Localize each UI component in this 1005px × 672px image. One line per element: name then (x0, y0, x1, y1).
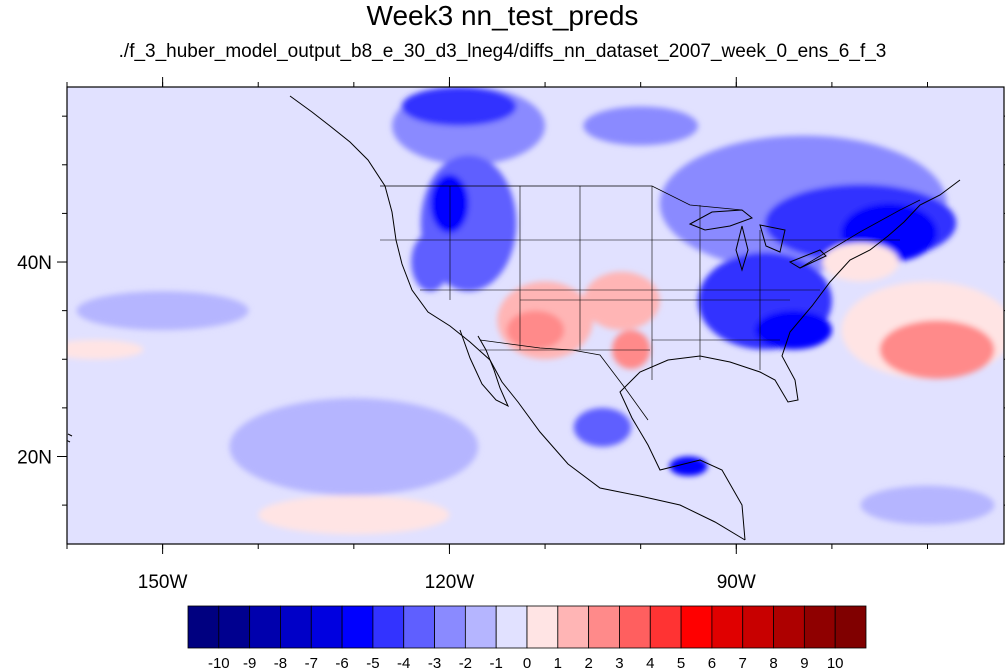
anomaly-region-pos-22 (611, 330, 651, 369)
colorbar-label: 6 (708, 655, 716, 672)
colorbar-swatch (187, 605, 220, 649)
colorbar-swatch (619, 605, 651, 649)
anomaly-region-pos-24 (258, 495, 450, 535)
lake-erie (788, 249, 827, 269)
lon-tick-label: 150W (138, 572, 188, 593)
gulf-atlantic-coastline (619, 179, 961, 541)
colorbar-swatch (341, 605, 374, 649)
colorbar-swatch (680, 605, 713, 649)
anomaly-region-neg-13 (229, 398, 479, 496)
colorbar-swatch (280, 605, 312, 649)
colorbar-swatch (403, 605, 435, 649)
colorbar-label: 1 (554, 655, 562, 672)
anomaly-region-pos-23 (67, 339, 144, 360)
anomaly-region-neg-5 (583, 106, 699, 146)
lat-tick-label: 40N (17, 253, 52, 274)
us-mexico-border (479, 339, 649, 421)
colorbar-label: 9 (800, 655, 808, 672)
anomaly-region-neg-3 (430, 174, 469, 233)
colorbar-swatch (742, 605, 774, 649)
map-title: Week3 nn_test_preds (366, 0, 639, 31)
colorbar-swatch (464, 605, 497, 649)
colorbar-label: 0 (523, 655, 531, 672)
us-canada-border (380, 185, 921, 269)
colorbar-label: 4 (646, 655, 654, 672)
coastlines (67, 95, 961, 541)
lon-tick-label: 90W (717, 572, 756, 593)
anomaly-region-neg-14 (76, 291, 249, 331)
colorbar-label: 3 (615, 655, 623, 672)
colorbar-swatch (310, 605, 343, 649)
baja-california-coast (459, 329, 510, 408)
colorbar-swatch (249, 605, 281, 649)
colorbar-label: -10 (208, 655, 230, 672)
colorbar-label: -2 (459, 655, 472, 672)
anomaly-region-pos-17 (879, 320, 995, 379)
colorbar-label: 10 (827, 655, 844, 672)
colorbar-swatch (372, 605, 405, 649)
anomaly-region-pos-20 (506, 310, 565, 350)
anomaly-region-neg-15 (860, 485, 995, 525)
colorbar-swatch (803, 605, 836, 649)
us-state-lines (380, 186, 900, 380)
colorbar-label: 2 (584, 655, 592, 672)
colorbar-label: -9 (243, 655, 256, 672)
map-frame (66, 86, 1005, 545)
political-borders (380, 185, 921, 421)
colorbar-swatch (218, 605, 251, 649)
colorbar-swatch (711, 605, 744, 649)
colorbar-label: 5 (677, 655, 685, 672)
anomaly-region-pos-18 (822, 242, 899, 282)
lake-michigan (735, 225, 749, 272)
lake-huron (759, 224, 786, 253)
anomaly-field (67, 87, 1004, 535)
pacific-coastline (289, 95, 746, 541)
anomaly-region-pos-21 (583, 271, 660, 331)
colorbar-label: -4 (397, 655, 410, 672)
axis-tick-labels: 150W 120W 90W 40N 20N (17, 253, 756, 593)
colorbar-swatch (495, 605, 528, 649)
colorbar-swatch (649, 605, 682, 649)
anomaly-region-neg-11 (573, 407, 632, 447)
colorbar-label: -7 (305, 655, 318, 672)
colorbar-label: -6 (335, 655, 348, 672)
colorbar-label: -3 (428, 655, 441, 672)
anomaly-region-neg-10 (755, 310, 832, 350)
colorbar-swatch (434, 605, 466, 649)
anomaly-region-neg-12 (669, 456, 708, 476)
colorbar-swatch (834, 605, 867, 649)
colorbar-label: -8 (274, 655, 287, 672)
map-subtitle: ./f_3_huber_model_output_b8_e_30_d3_lneg… (118, 41, 887, 62)
lat-tick-label: 20N (17, 447, 52, 468)
colorbar-label: -5 (366, 655, 379, 672)
colorbar: -10 -9 -8 -7 -6 -5 -4 -3 -2 -1 0 1 2 3 4 5 6 7 8 9 10 (187, 605, 867, 672)
colorbar-label: 7 (739, 655, 747, 672)
map-plot-area (67, 87, 1004, 544)
colorbar-swatch (588, 605, 620, 649)
lon-tick-label: 120W (425, 572, 475, 593)
lake-superior (688, 209, 754, 231)
hawaii-islands (67, 433, 73, 443)
anomaly-region-neg-4 (411, 232, 450, 292)
anomaly-region-neg-1 (401, 87, 517, 126)
colorbar-label: 8 (769, 655, 777, 672)
colorbar-swatch (526, 605, 559, 649)
colorbar-swatch (557, 605, 590, 649)
colorbar-swatch (773, 605, 805, 649)
colorbar-label: -1 (490, 655, 503, 672)
